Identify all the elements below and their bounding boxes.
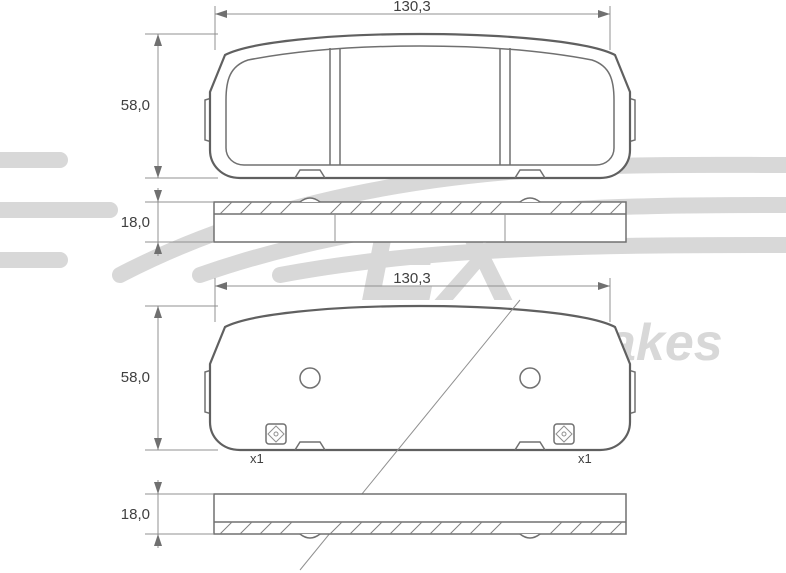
top-pad-face [205, 34, 635, 178]
annotation-x1-right: x1 [578, 451, 592, 466]
dim-top-thickness-label: 18,0 [121, 214, 150, 231]
wear-indicator-left [266, 424, 286, 444]
dim-bottom-height-label: 58,0 [121, 369, 150, 386]
bottom-pad-face: x1 x1 [205, 306, 635, 466]
dim-bottom-thickness-label: 18,0 [121, 506, 150, 523]
wear-indicator-right [554, 424, 574, 444]
dim-top-height: 58,0 [121, 34, 218, 178]
drawing-canvas: EX brakes 130,3 58,0 [0, 0, 786, 573]
dim-bottom-width-label: 130,3 [393, 270, 431, 287]
top-pad-edge [214, 198, 626, 242]
annotation-x1-left: x1 [250, 451, 264, 466]
bottom-pad-edge [214, 494, 626, 538]
dim-bottom-height: 58,0 [121, 306, 218, 450]
dim-bottom-thickness: 18,0 [121, 480, 214, 548]
dim-top-width-label: 130,3 [393, 0, 431, 15]
dim-top-height-label: 58,0 [121, 97, 150, 114]
